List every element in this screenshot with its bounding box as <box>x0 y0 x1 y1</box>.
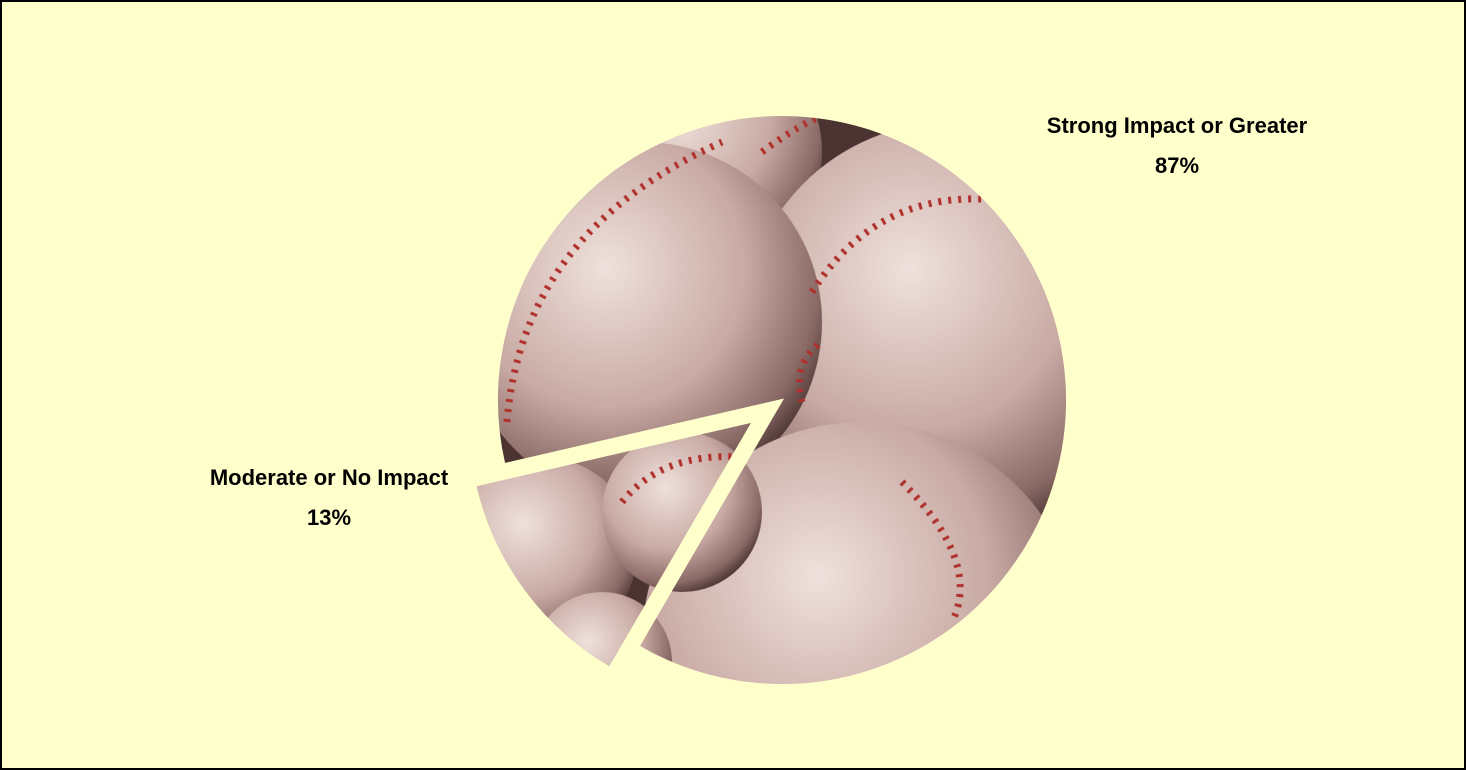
slice-label: Moderate or No Impact 13% <box>199 458 459 538</box>
category-label: Moderate or No Impact <box>209 465 449 490</box>
pie-slice <box>496 114 1068 686</box>
value-label: 13% <box>306 505 352 530</box>
category-label: Strong Impact or Greater <box>1046 113 1308 138</box>
pie-slice <box>474 419 756 670</box>
value-label: 87% <box>1154 153 1200 178</box>
slice-label: Strong Impact or Greater 87% <box>1012 106 1342 186</box>
